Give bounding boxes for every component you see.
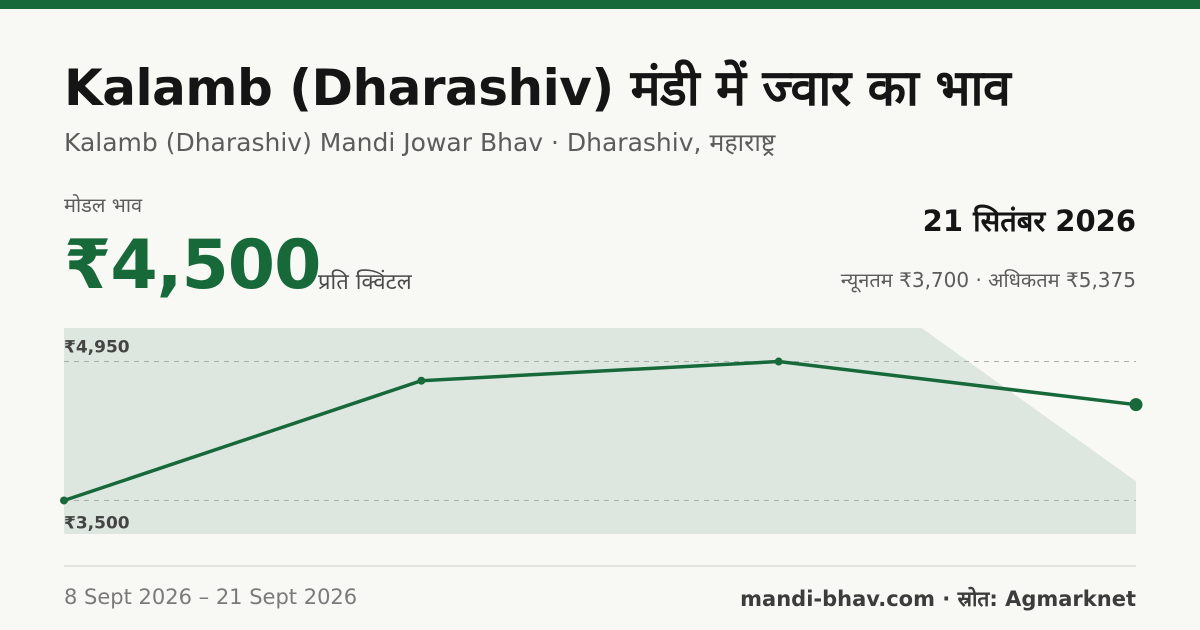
price-date: 21 सितंबर 2026 [922, 204, 1136, 238]
data-point [417, 376, 426, 385]
price-unit: प्रति क्विंटल [318, 270, 412, 295]
source-credit: mandi-bhav.com · स्रोत: Agmarknet [740, 587, 1136, 611]
modal-price-value: ₹4,500 [64, 226, 321, 305]
page-subtitle: Kalamb (Dharashiv) Mandi Jowar Bhav · Dh… [64, 128, 776, 157]
y-tick-label: ₹3,500 [64, 513, 130, 533]
data-point [774, 357, 783, 366]
min-max-price: न्यूनतम ₹3,700 · अधिकतम ₹5,375 [840, 268, 1136, 292]
y-tick-label: ₹4,950 [64, 338, 130, 358]
footer-divider [64, 565, 1136, 567]
date-range: 8 Sept 2026 – 21 Sept 2026 [64, 585, 358, 609]
min-max-band [64, 328, 1136, 534]
price-line [63, 359, 1137, 503]
data-point [1129, 398, 1143, 412]
page-title: Kalamb (Dharashiv) मंडी में ज्वार का भाव [64, 59, 1011, 117]
modal-price-label: मोडल भाव [64, 193, 143, 217]
top-accent-bar [0, 0, 1200, 9]
data-point [60, 496, 68, 505]
